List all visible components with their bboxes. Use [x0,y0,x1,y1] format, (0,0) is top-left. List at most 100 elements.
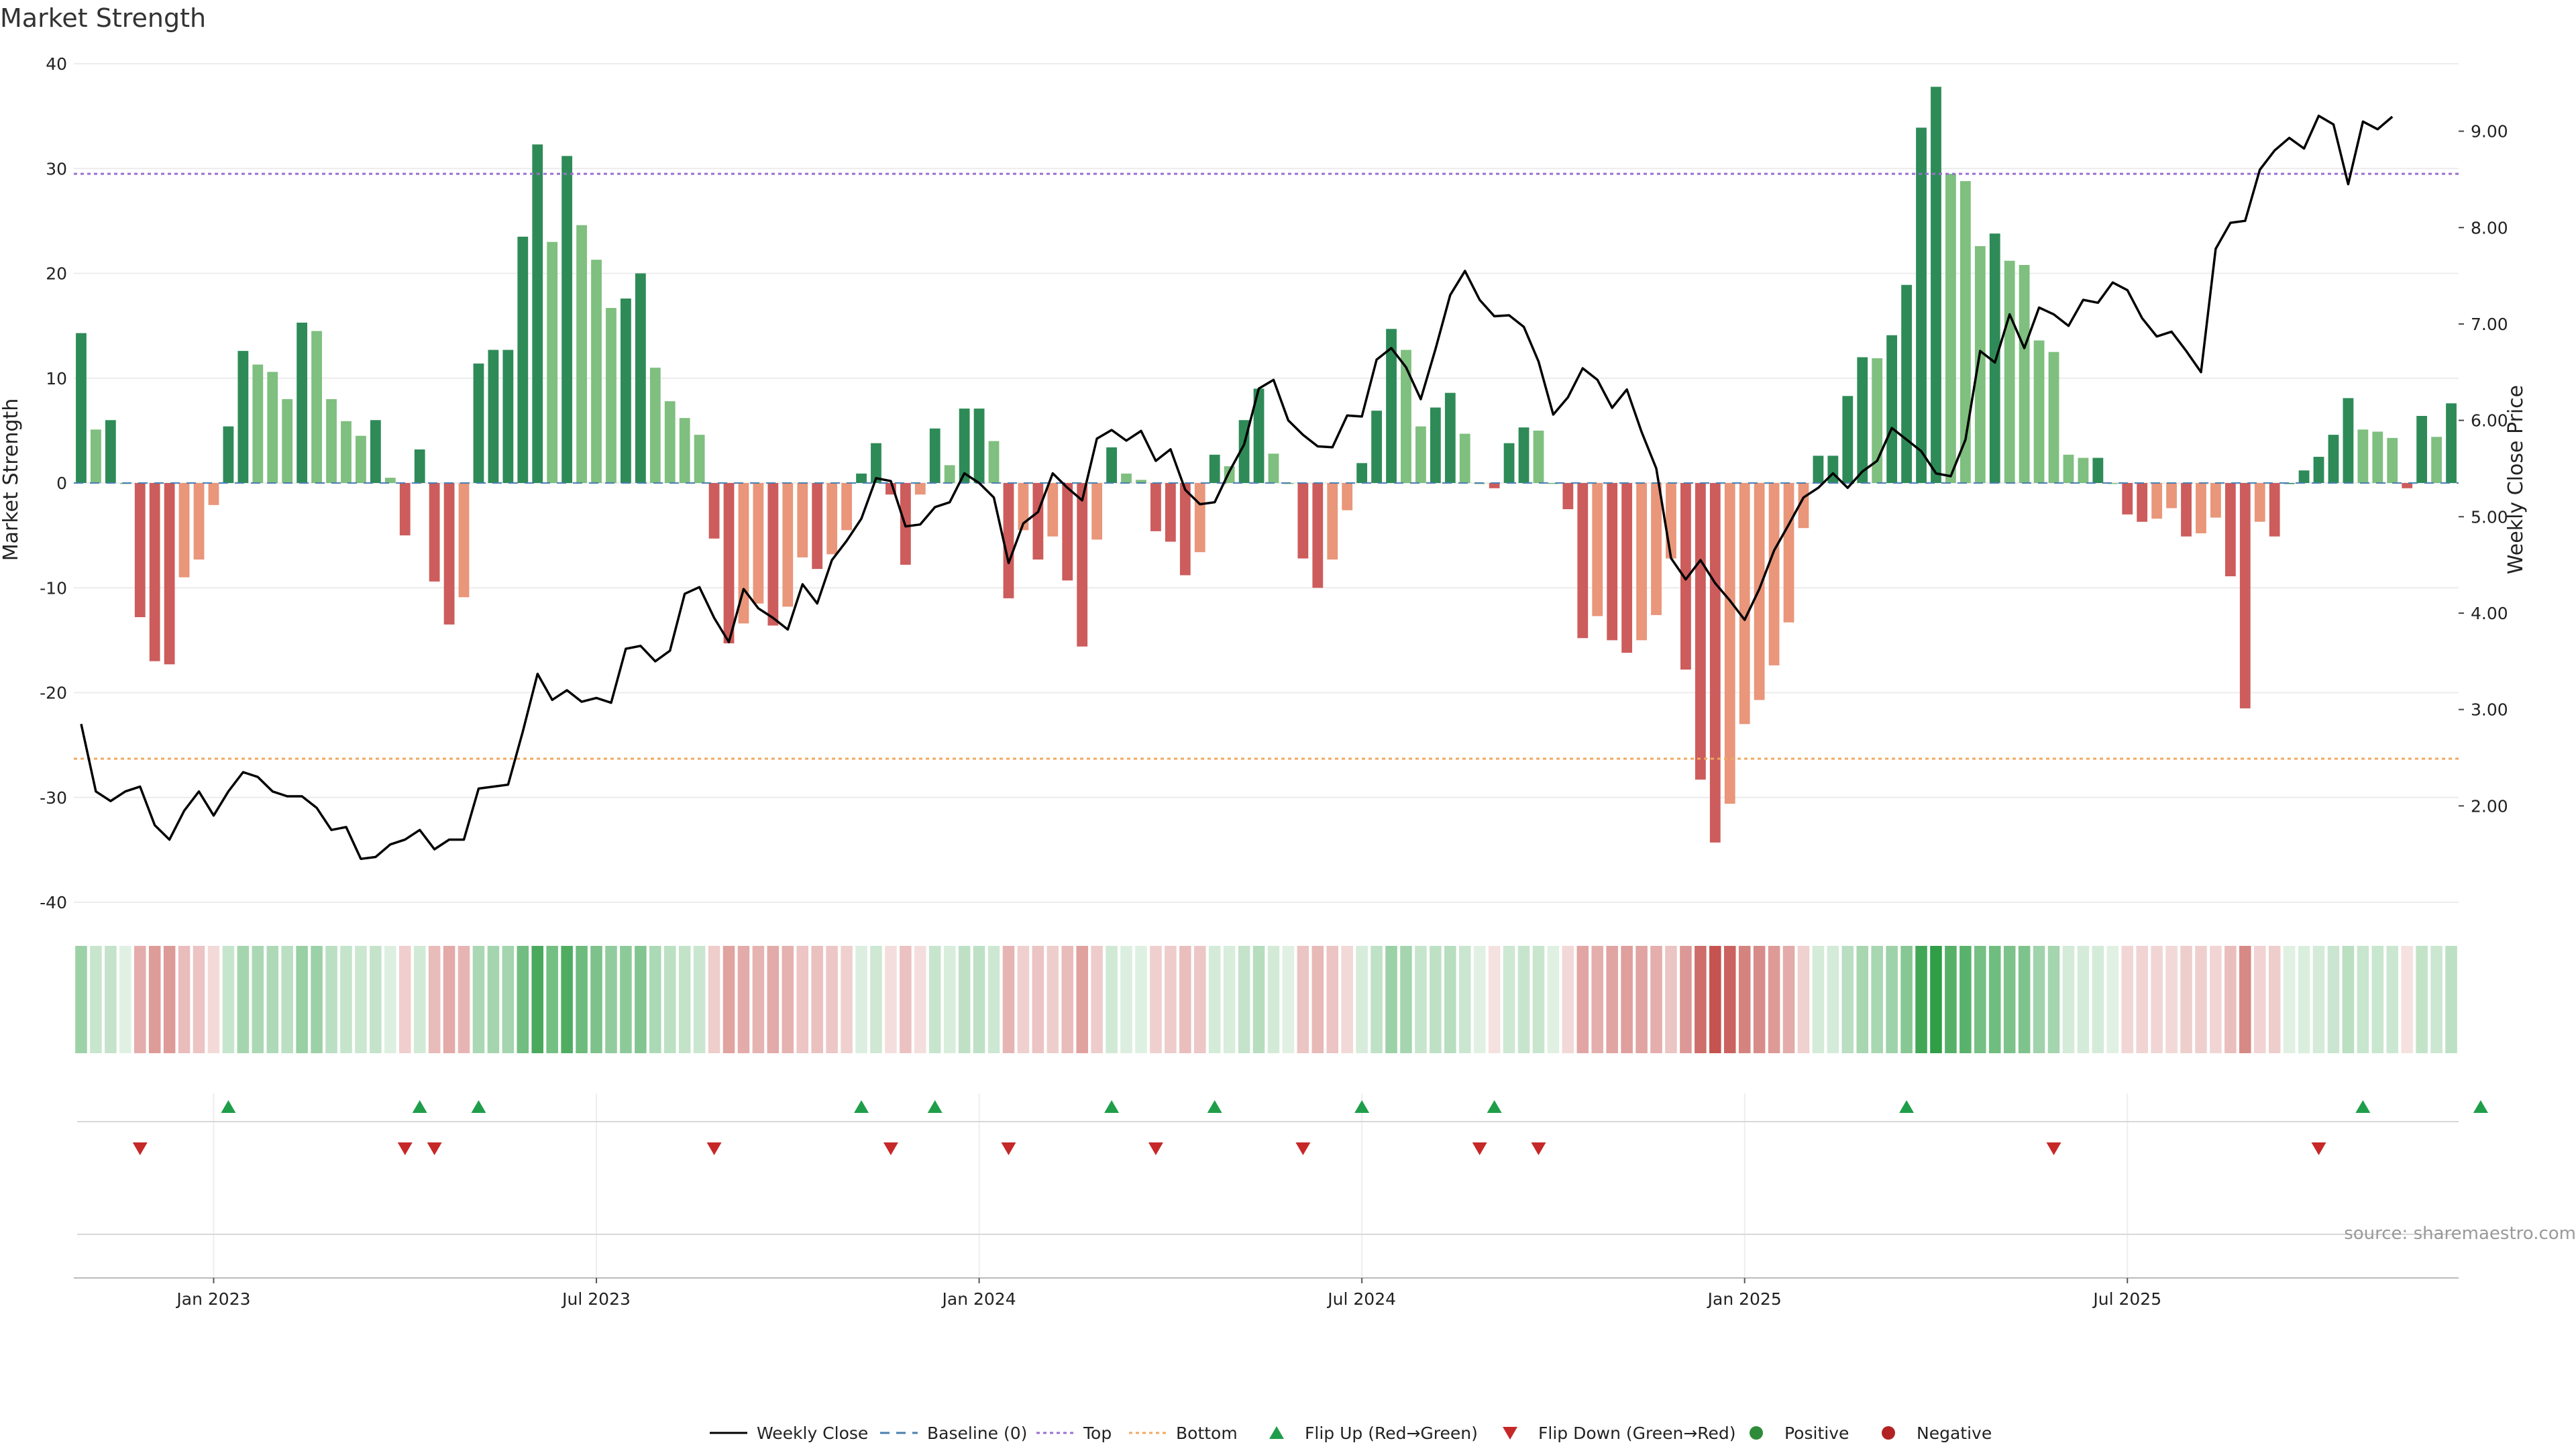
strength-bar [178,483,190,578]
heat-cell [1179,946,1191,1053]
heat-cell [1238,946,1250,1053]
heat-cell [2327,946,2340,1053]
strength-bar [1194,483,1205,553]
heat-cell [1974,946,1986,1053]
strength-bar [488,350,499,483]
strength-bar [2078,458,2089,483]
flip-up-marker [1354,1100,1370,1113]
strength-bar [2416,416,2428,483]
strength-bar [1091,483,1103,540]
heat-cell [2165,946,2178,1053]
heat-cell [943,946,956,1053]
strength-bar [91,429,101,483]
strength-bar [1503,443,1515,483]
strength-bar [1901,284,1912,483]
legend-swatch [1269,1426,1284,1439]
strength-bar [1518,427,1529,483]
strength-bar [1386,329,1397,483]
strength-bar [1709,483,1721,843]
heat-cell [1988,946,2001,1053]
strength-bar [1636,483,1647,641]
strength-bar [2019,265,2030,483]
strength-bar [1047,483,1059,537]
strength-bar [2343,398,2354,483]
heat-cell [826,946,838,1053]
heat-cell [1532,946,1545,1053]
heat-cell [1797,946,1810,1053]
legend-item: Positive [1750,1424,1849,1443]
heat-cell [1812,946,1825,1053]
legend-item: Baseline (0) [880,1424,1027,1443]
strength-bar [547,241,558,483]
strength-bar [1666,483,1676,559]
strength-bar [973,409,985,483]
gridlines [74,63,2459,1278]
heat-cell [2312,946,2325,1053]
heat-cell [1135,946,1147,1053]
strength-bar [767,483,779,626]
heat-cell [1695,946,1707,1053]
flip-up-marker [854,1100,869,1113]
strength-bar [2298,470,2310,483]
heat-cell [1738,946,1751,1053]
heat-cell [811,946,823,1053]
flip-up-marker [221,1100,236,1113]
x-tick-label: Jul 2023 [561,1289,631,1309]
strength-bar [1768,483,1780,665]
heat-cell [1621,946,1633,1053]
strength-bar [2092,458,2104,483]
heat-cell [958,946,971,1053]
strength-bar [2048,352,2059,483]
strength-bar [252,364,264,483]
heat-cell [900,946,912,1053]
strength-bar [1459,433,1470,483]
strength-bar [2402,483,2413,488]
y2-tick-label: 6.00 [2471,411,2508,431]
strength-bar [1886,335,1898,483]
chart-title: Market Strength [0,3,206,33]
heat-cell [973,946,985,1053]
legend-label: Flip Up (Red→Green) [1305,1424,1478,1443]
strength-bar [2387,437,2398,483]
heat-cell [620,946,632,1053]
strength-bar [1106,447,1117,483]
heat-cell [252,946,264,1053]
strength-bar [1150,483,1161,531]
strength-bar [694,435,705,483]
heat-cell [2445,946,2457,1053]
heat-cell [222,946,235,1053]
legend-item: Flip Down (Green→Red) [1503,1424,1736,1443]
y-tick-label: 30 [46,159,67,178]
strength-bar [797,483,808,557]
flip-down-marker [2311,1142,2326,1155]
heat-cell [237,946,250,1053]
strength-bar [1401,350,1411,483]
heat-cell [2151,946,2163,1053]
heat-cell [1430,946,1442,1053]
y-tick-label: 20 [46,264,67,284]
strength-bar [2137,483,2148,522]
heat-cell [1723,946,1736,1053]
flip-up-marker [471,1100,486,1113]
heat-cell [1827,946,1839,1053]
heat-cell [855,946,867,1053]
heat-cell [1223,946,1236,1053]
heat-cell [2018,946,2031,1053]
heat-cell [870,946,882,1053]
heat-cell [207,946,220,1053]
strength-bar [223,426,234,483]
heat-cell [722,946,735,1053]
heat-cell [2121,946,2134,1053]
strength-bar [193,483,205,560]
strength-bar [370,420,381,483]
heat-cell [1930,946,1942,1053]
heat-cell [1650,946,1662,1053]
heat-cell [1165,946,1177,1053]
y-tick-label: -10 [40,578,67,598]
strength-bar [1562,483,1574,510]
y2-tick-label: 5.00 [2471,507,2508,527]
heat-cell [384,946,396,1053]
strength-bar [826,483,838,555]
strength-bar [1077,483,1088,647]
heat-cell [1032,946,1044,1053]
